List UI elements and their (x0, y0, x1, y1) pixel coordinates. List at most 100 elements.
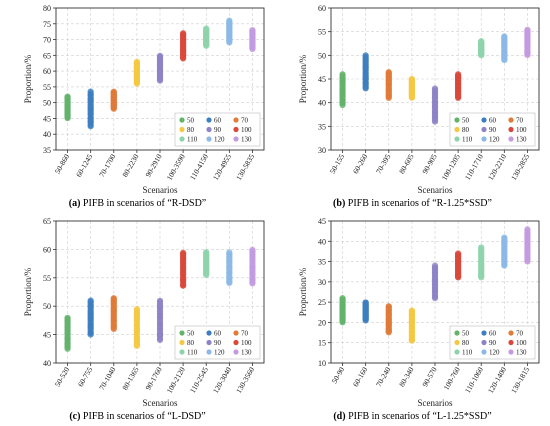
x-tick-label: 50-520 (53, 365, 72, 388)
x-tick-label: 100-3590 (165, 152, 187, 182)
legend-marker-50 (179, 117, 185, 123)
series-60 (362, 299, 369, 324)
x-tick-label: 80-2230 (120, 152, 140, 178)
data-point (362, 52, 369, 59)
legend-label-90: 90 (214, 339, 222, 347)
x-tick-label: 110-1710 (463, 152, 485, 181)
legend-marker-120 (206, 349, 212, 355)
x-tick-label: 70-1700 (97, 152, 117, 178)
x-tick-label: 120-4955 (211, 152, 233, 182)
legend-label-90: 90 (489, 126, 497, 134)
legend-label-110: 110 (462, 349, 473, 357)
series-120 (501, 234, 508, 269)
legend-marker-110 (454, 136, 460, 142)
y-tick-label: 50 (43, 302, 51, 311)
y-tick-label: 60 (318, 4, 326, 13)
legend-marker-110 (179, 349, 185, 355)
series-100 (180, 249, 187, 289)
legend-label-70: 70 (241, 117, 249, 125)
data-point (339, 71, 346, 78)
series-60 (362, 52, 369, 92)
y-tick-label: 55 (43, 274, 51, 283)
legend-label-60: 60 (214, 330, 222, 338)
data-point (180, 30, 187, 37)
y-tick-label: 30 (318, 278, 326, 287)
series-60 (87, 88, 94, 130)
series-130 (249, 26, 256, 53)
data-point (87, 88, 94, 95)
x-tick-label: 80-605 (397, 152, 416, 175)
x-tick-label: 60-260 (351, 152, 370, 175)
x-tick-label: 120-3040 (211, 365, 233, 395)
data-point (133, 58, 140, 65)
series-50 (339, 294, 346, 326)
legend-label-100: 100 (241, 126, 252, 134)
legend-label-80: 80 (462, 126, 470, 134)
series-110 (478, 38, 485, 59)
legend-label-100: 100 (516, 126, 527, 134)
legend-marker-110 (454, 349, 460, 355)
x-tick-label: 90-905 (420, 152, 439, 175)
legend-marker-100 (233, 126, 239, 133)
y-tick-label: 65 (43, 51, 51, 60)
legend-marker-90 (206, 126, 212, 133)
legend-label-90: 90 (214, 126, 222, 134)
data-point (501, 33, 508, 40)
y-tick-label: 35 (43, 146, 51, 155)
data-point (226, 249, 233, 256)
legend-label-100: 100 (516, 339, 527, 347)
legend-label-80: 80 (187, 126, 195, 134)
legend-marker-100 (508, 126, 514, 133)
legend-label-110: 110 (462, 136, 473, 144)
legend-label-100: 100 (241, 339, 252, 347)
y-tick-label: 55 (318, 28, 326, 37)
data-point (478, 244, 485, 251)
legend-label-60: 60 (214, 117, 222, 125)
legend-marker-50 (454, 117, 460, 123)
legend-label-70: 70 (516, 330, 524, 338)
legend: 50 60 70 80 90 100 110 120 130 (449, 325, 536, 360)
y-tick-label: 65 (43, 217, 51, 226)
series-80 (408, 307, 415, 344)
y-tick-label: 45 (318, 75, 326, 84)
legend-marker-130 (508, 136, 514, 142)
legend-marker-90 (481, 339, 487, 346)
x-tick-label: 130-5835 (234, 152, 256, 182)
series-120 (226, 17, 233, 46)
legend-label-130: 130 (241, 349, 252, 357)
series-60 (87, 297, 94, 338)
x-tick-label: 60-1245 (74, 152, 94, 178)
y-tick-label: 40 (318, 237, 326, 246)
x-tick-label: 120-1400 (486, 365, 508, 395)
legend-label-110: 110 (187, 349, 198, 357)
series-80 (408, 75, 415, 101)
y-tick-label: 60 (43, 67, 51, 76)
data-point (524, 26, 531, 33)
legend-marker-60 (481, 117, 487, 123)
caption-d: (d) PIFB in scenarios of “L-1.25*SSD” (333, 411, 492, 422)
data-point (110, 295, 117, 302)
legend-marker-80 (179, 126, 185, 133)
x-tick-label: 70-395 (374, 152, 393, 175)
series-50 (339, 71, 346, 109)
x-tick-label: 90-570 (420, 365, 439, 388)
legend-marker-70 (508, 117, 514, 123)
legend-label-130: 130 (241, 136, 252, 144)
legend-marker-80 (454, 339, 460, 346)
legend-label-120: 120 (214, 349, 225, 357)
y-tick-label: 50 (318, 51, 326, 60)
legend-marker-80 (454, 126, 460, 133)
series-80 (133, 58, 140, 87)
x-tick-label: 80-1365 (120, 365, 140, 391)
series-90 (156, 297, 164, 344)
data-point (110, 88, 117, 95)
y-tick-label: 35 (318, 122, 326, 131)
y-tick-label: 40 (318, 99, 326, 108)
legend-label-50: 50 (462, 330, 470, 338)
data-point (385, 69, 392, 76)
series-110 (478, 244, 485, 281)
legend-marker-60 (206, 117, 212, 123)
